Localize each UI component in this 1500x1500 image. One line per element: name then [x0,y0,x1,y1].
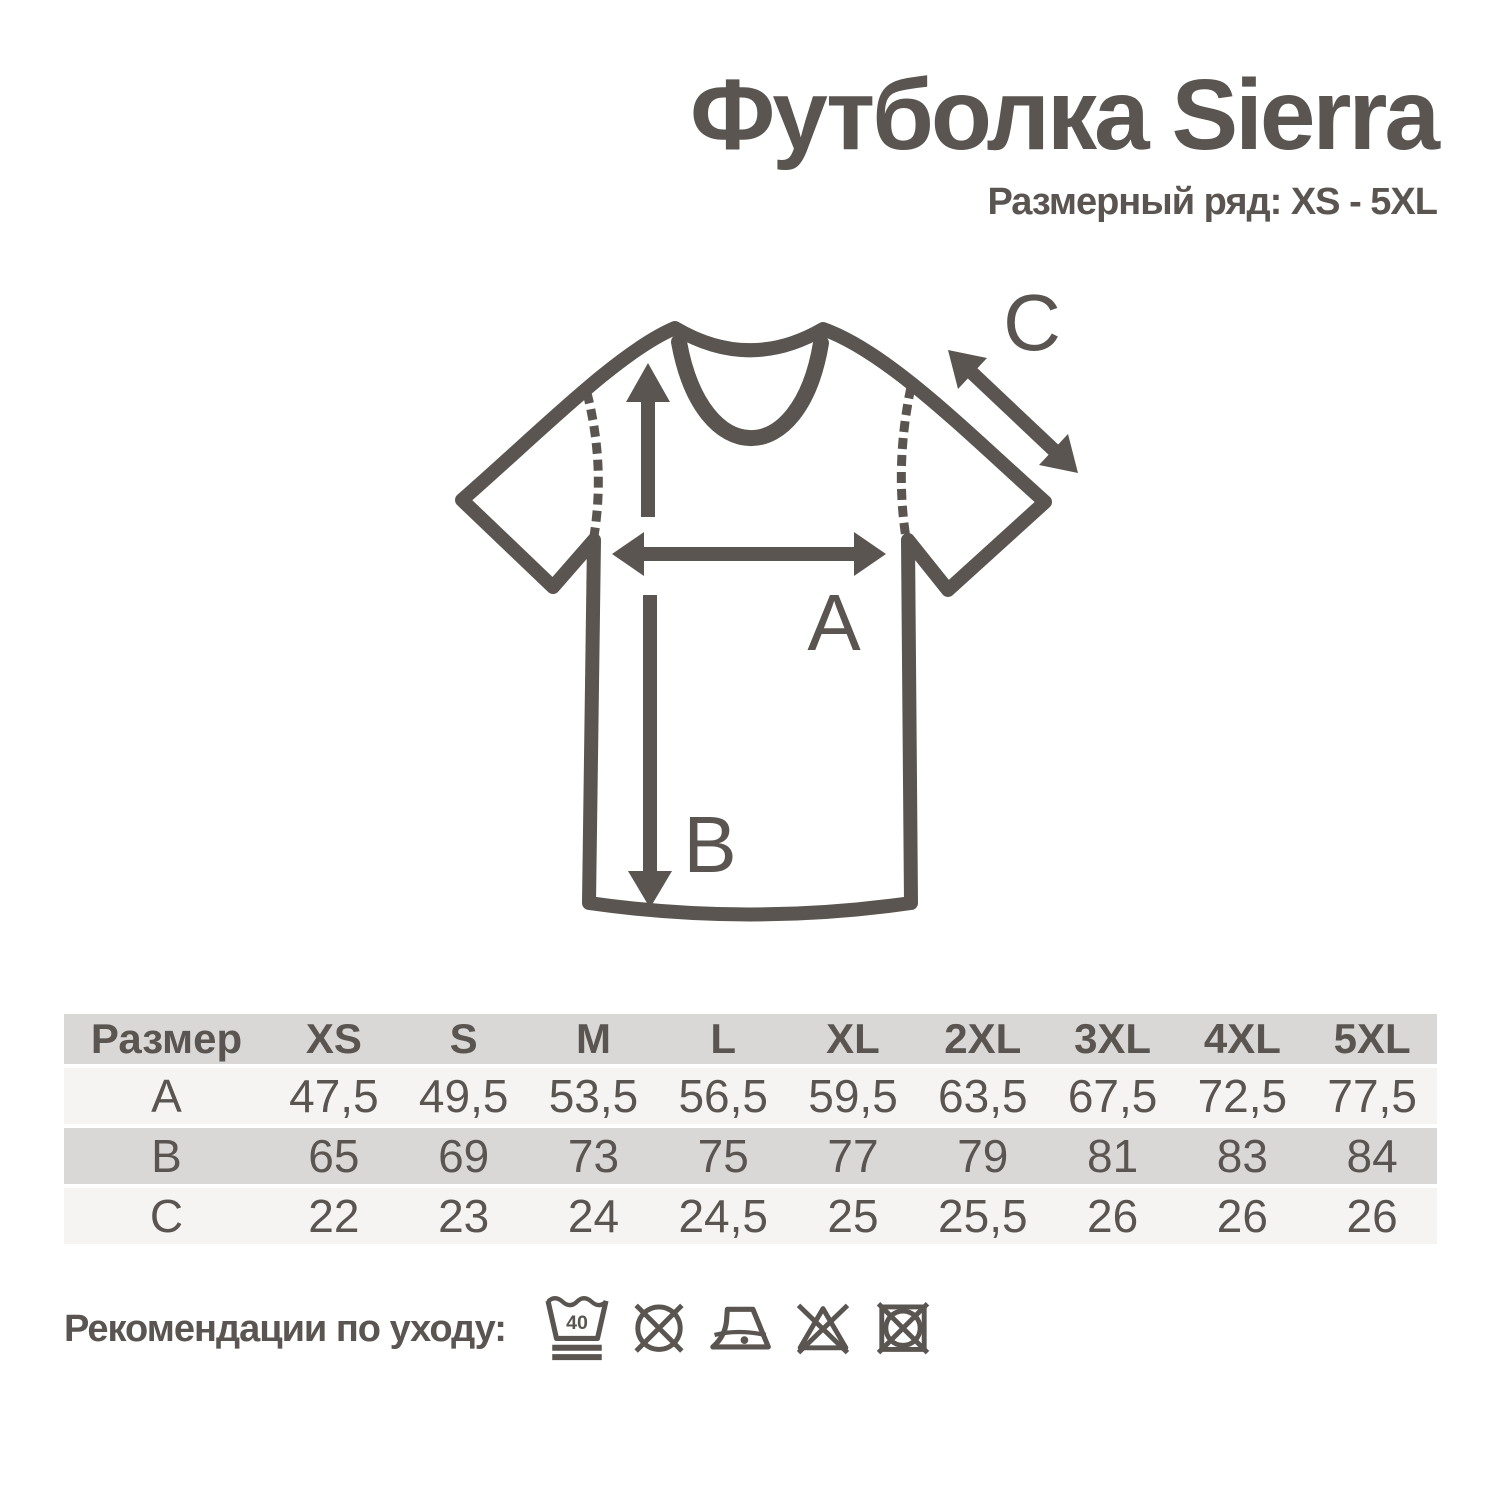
armhole-seam-left [582,391,603,542]
table-header-m: M [575,1015,611,1062]
table-cell: 56,5 [678,1070,768,1122]
table-header-3xl: 3XL [1074,1015,1152,1062]
table-cell: 49,5 [418,1070,509,1122]
wash-temp-value: 40 [566,1312,588,1334]
table-cell: 69 [438,1130,490,1182]
arrow-right-head [854,532,886,576]
arrow-down-head [628,871,672,908]
table-cell: 72,5 [1197,1070,1288,1122]
table-header-size: Размер [90,1015,243,1062]
table-cell: 65 [308,1130,360,1182]
tshirt-collar [671,334,829,446]
table-header-l: L [710,1015,737,1062]
iron-low-temp-icon [710,1306,771,1350]
table-cell: 79 [957,1130,1009,1182]
table-header-xl: XL [826,1015,880,1062]
table-cell: 67,5 [1067,1070,1158,1122]
table-header-xs: XS [305,1015,362,1062]
table-cell: 84 [1346,1130,1398,1182]
tshirt-measurement-diagram: A B C [455,278,1078,922]
table-header-row: Размер XS S M L XL 2XL 3XL 4XL 5XL [64,1014,1437,1064]
table-cell: 53,5 [548,1070,639,1122]
size-table: Размер XS S M L XL 2XL 3XL 4XL 5XL A 47,… [64,1014,1437,1244]
table-cell: 22 [308,1190,360,1242]
do-not-bleach-icon [796,1303,850,1355]
table-cell: 83 [1216,1130,1268,1182]
table-cell: 73 [567,1130,620,1182]
table-cell: 24,5 [678,1190,768,1242]
table-cell: 75 [697,1130,749,1182]
care-icons: 40 [544,1294,934,1364]
table-row-a: A 47,5 49,5 53,5 56,5 59,5 63,5 67,5 72,… [64,1068,1437,1124]
table-header-5xl: 5XL [1333,1015,1411,1062]
row-label: B [151,1130,182,1182]
care-label: Рекомендации по уходу: [64,1307,507,1350]
measure-label-a: A [807,578,861,667]
row-label: C [149,1190,184,1242]
wash-40-gentle-icon: 40 [545,1296,609,1361]
size-range-subtitle: Размерный ряд: XS - 5XL [987,181,1438,223]
tshirt-outline [455,321,1052,922]
table-row-c: C 22 23 24 24,5 25 25,5 26 26 26 [64,1188,1437,1244]
table-cell: 26 [1086,1190,1139,1242]
arrow-upleft-head [948,350,987,389]
armhole-seam-right [896,386,916,544]
table-cell: 23 [438,1190,490,1242]
table-cell: 77 [827,1130,879,1182]
table-cell: 59,5 [808,1070,898,1122]
table-cell: 24 [567,1190,620,1242]
measure-label-c: C [1003,278,1061,367]
table-header-4xl: 4XL [1203,1015,1281,1062]
table-cell: 26 [1346,1190,1398,1242]
do-not-dry-clean-icon [634,1303,684,1353]
table-cell: 25,5 [938,1190,1028,1242]
table-header-s: S [449,1015,478,1062]
table-cell: 81 [1086,1130,1139,1182]
table-cell: 77,5 [1327,1070,1417,1122]
measure-label-b: B [683,800,736,889]
table-row-b: B 65 69 73 75 77 79 81 83 84 [64,1128,1437,1184]
arrow-downright-head [1039,434,1078,473]
page-title: Футболка Sierra [689,59,1440,171]
table-cell: 63,5 [938,1070,1028,1122]
arrow-left-head [612,532,644,576]
table-cell: 26 [1216,1190,1268,1242]
table-cell: 25 [827,1190,879,1242]
table-cell: 47,5 [289,1070,379,1122]
do-not-tumble-dry-icon [876,1301,930,1355]
care-recommendations: Рекомендации по уходу: 40 [64,1294,934,1364]
row-label: A [151,1070,182,1122]
table-header-2xl: 2XL [944,1015,1022,1062]
arrow-up-head [626,363,670,402]
